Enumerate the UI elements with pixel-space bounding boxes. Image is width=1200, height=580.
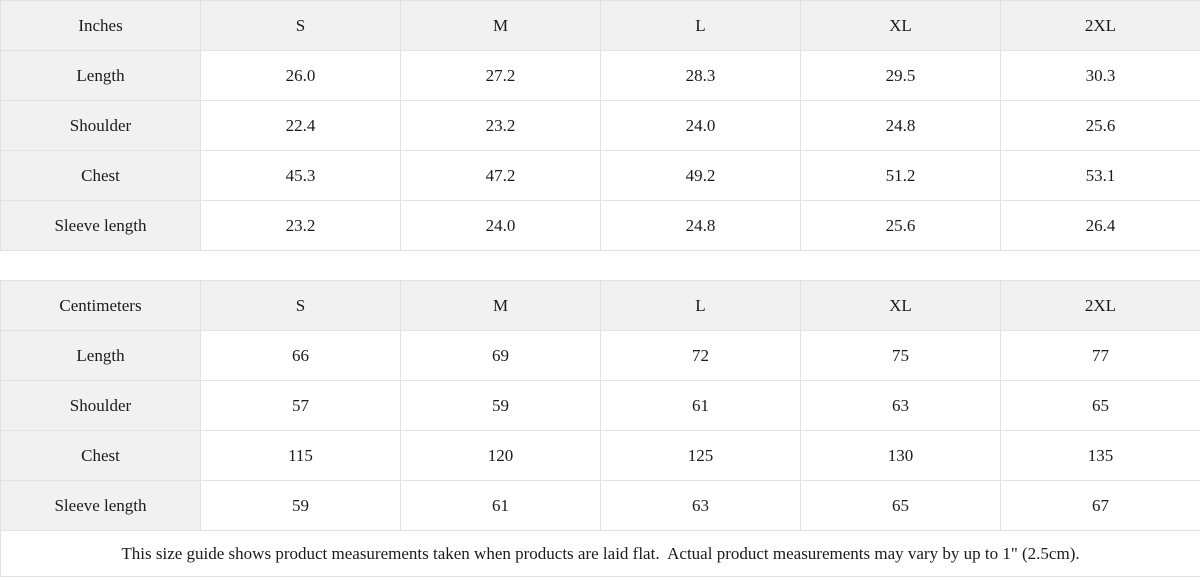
measurement-cell: 23.2 [200,200,401,251]
row-label-chest: Chest [0,150,201,201]
table-row: Sleeve length 59 61 63 65 67 [0,480,1200,531]
size-header-s: S [200,280,401,331]
row-label-length: Length [0,50,201,101]
measurement-cell: 63 [800,380,1001,431]
row-label-sleeve-length: Sleeve length [0,200,201,251]
measurement-cell: 72 [600,330,801,381]
table-spacer-row [0,250,1200,281]
size-header-l: L [600,0,801,51]
measurement-cell: 23.2 [400,100,601,151]
size-header-2xl: 2XL [1000,0,1200,51]
measurement-cell: 51.2 [800,150,1001,201]
measurement-cell: 59 [400,380,601,431]
measurement-cell: 65 [1000,380,1200,431]
measurement-cell: 47.2 [400,150,601,201]
measurement-cell: 26.4 [1000,200,1200,251]
table-row: Chest 45.3 47.2 49.2 51.2 53.1 [0,150,1200,201]
measurement-cell: 63 [600,480,801,531]
spacer-cell [0,250,1200,281]
row-label-shoulder: Shoulder [0,380,201,431]
measurement-cell: 120 [400,430,601,481]
row-label-chest: Chest [0,430,201,481]
size-header-l: L [600,280,801,331]
measurement-cell: 69 [400,330,601,381]
measurement-cell: 77 [1000,330,1200,381]
measurement-cell: 61 [400,480,601,531]
measurement-cell: 22.4 [200,100,401,151]
measurement-cell: 130 [800,430,1001,481]
size-header-s: S [200,0,401,51]
footer-row: This size guide shows product measuremen… [0,530,1200,577]
table-row: Shoulder 57 59 61 63 65 [0,380,1200,431]
table-row: Length 26.0 27.2 28.3 29.5 30.3 [0,50,1200,101]
measurement-cell: 75 [800,330,1001,381]
size-header-m: M [400,0,601,51]
measurement-cell: 24.8 [800,100,1001,151]
row-label-shoulder: Shoulder [0,100,201,151]
table-row: Chest 115 120 125 130 135 [0,430,1200,481]
table-row: Sleeve length 23.2 24.0 24.8 25.6 26.4 [0,200,1200,251]
measurement-cell: 24.0 [600,100,801,151]
row-label-sleeve-length: Sleeve length [0,480,201,531]
size-header-m: M [400,280,601,331]
measurement-cell: 49.2 [600,150,801,201]
measurement-cell: 53.1 [1000,150,1200,201]
measurement-cell: 61 [600,380,801,431]
unit-header-centimeters: Centimeters [0,280,201,331]
measurement-cell: 59 [200,480,401,531]
measurement-cell: 115 [200,430,401,481]
measurement-cell: 67 [1000,480,1200,531]
footer-note: This size guide shows product measuremen… [0,530,1200,577]
measurement-cell: 28.3 [600,50,801,101]
size-header-xl: XL [800,280,1001,331]
measurement-cell: 25.6 [800,200,1001,251]
size-header-xl: XL [800,0,1001,51]
measurement-cell: 25.6 [1000,100,1200,151]
table-row: Shoulder 22.4 23.2 24.0 24.8 25.6 [0,100,1200,151]
measurement-cell: 65 [800,480,1001,531]
measurement-cell: 45.3 [200,150,401,201]
measurement-cell: 135 [1000,430,1200,481]
table-row: Length 66 69 72 75 77 [0,330,1200,381]
unit-header-inches: Inches [0,0,201,51]
measurement-cell: 125 [600,430,801,481]
measurement-cell: 66 [200,330,401,381]
measurement-cell: 27.2 [400,50,601,101]
row-label-length: Length [0,330,201,381]
measurement-cell: 24.0 [400,200,601,251]
inches-header-row: Inches S M L XL 2XL [0,0,1200,51]
measurement-cell: 57 [200,380,401,431]
measurement-cell: 29.5 [800,50,1001,101]
measurement-cell: 24.8 [600,200,801,251]
measurement-cell: 30.3 [1000,50,1200,101]
size-header-2xl: 2XL [1000,280,1200,331]
measurement-cell: 26.0 [200,50,401,101]
centimeters-header-row: Centimeters S M L XL 2XL [0,280,1200,331]
